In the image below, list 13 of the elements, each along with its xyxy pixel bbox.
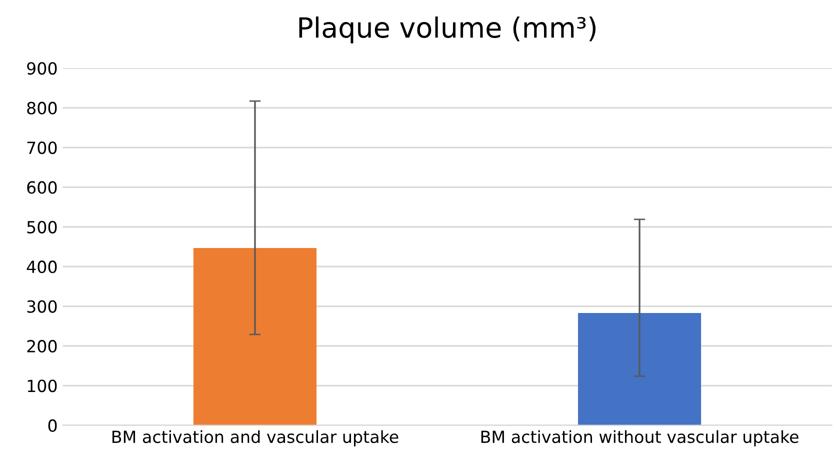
chart-title: Plaque volume (mm³)	[299, 16, 596, 44]
y-tick-label: 600	[27, 181, 57, 194]
y-tick-label: 400	[26, 260, 57, 274]
y-tick-label: 300	[27, 300, 57, 313]
y-tick-label: 900	[27, 62, 57, 75]
y-tick-label: 200	[27, 340, 57, 353]
y-tick-label: 100	[28, 380, 57, 392]
x-tick-label: BM activation and vascular uptake	[112, 430, 398, 446]
x-tick-label: BM activation without vascular uptake	[481, 430, 798, 446]
y-tick-label: 800	[27, 102, 57, 114]
y-tick-label: 0	[48, 419, 57, 432]
y-tick-label: 500	[27, 220, 57, 234]
y-tick-label: 700	[27, 141, 57, 154]
